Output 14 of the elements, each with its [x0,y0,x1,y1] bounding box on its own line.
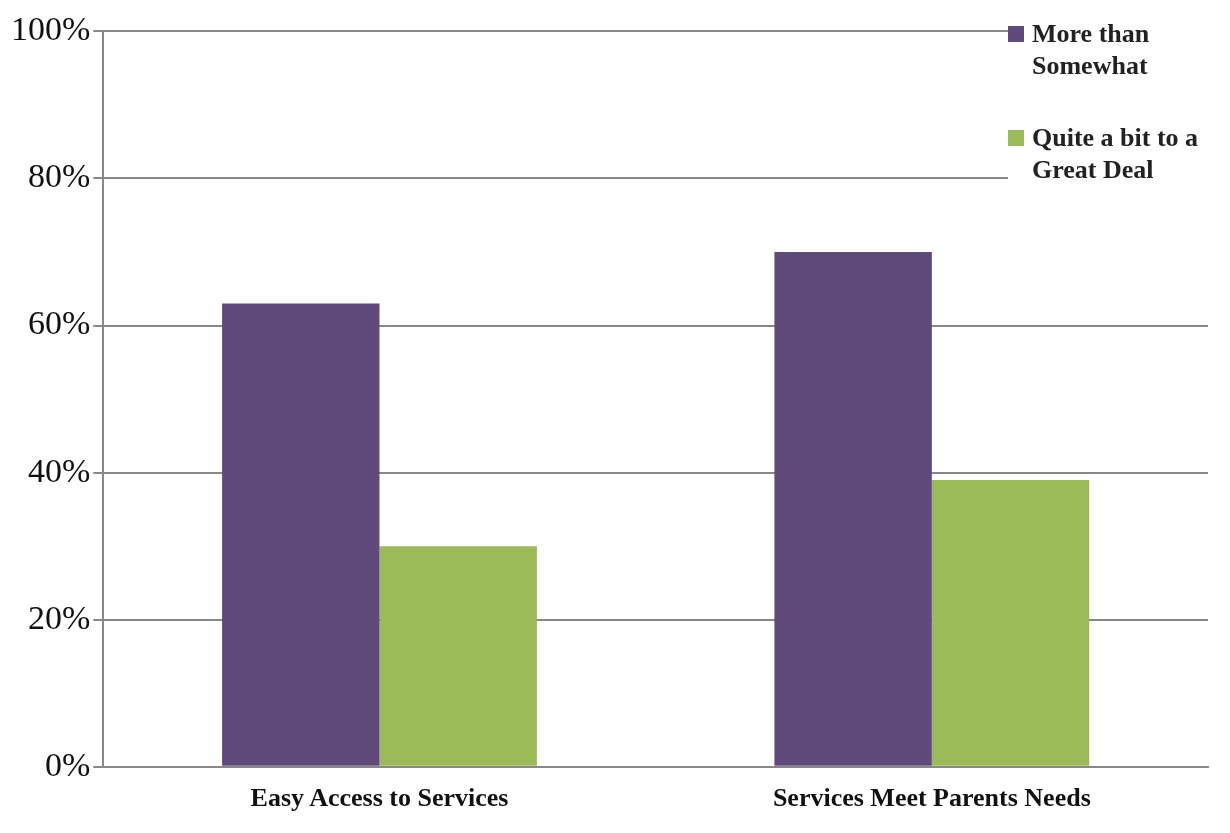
x-tick-label: Services Meet Parents Needs [772,783,1091,813]
y-tick-label: 0% [44,745,91,783]
bar [774,252,932,766]
y-tick-label: 40% [27,451,91,489]
legend-label: More than Somewhat [1032,18,1151,82]
bar [379,546,537,766]
x-tick-label: Easy Access to Services [250,783,509,813]
y-tick-label: 60% [27,304,91,342]
y-tick-label: 80% [27,157,91,195]
y-tick-label: 20% [27,598,91,636]
y-tick-label: 100% [10,10,91,48]
legend-label: Quite a bit to a Great Deal [1032,122,1200,186]
bar [931,479,1090,766]
bar [222,303,380,766]
